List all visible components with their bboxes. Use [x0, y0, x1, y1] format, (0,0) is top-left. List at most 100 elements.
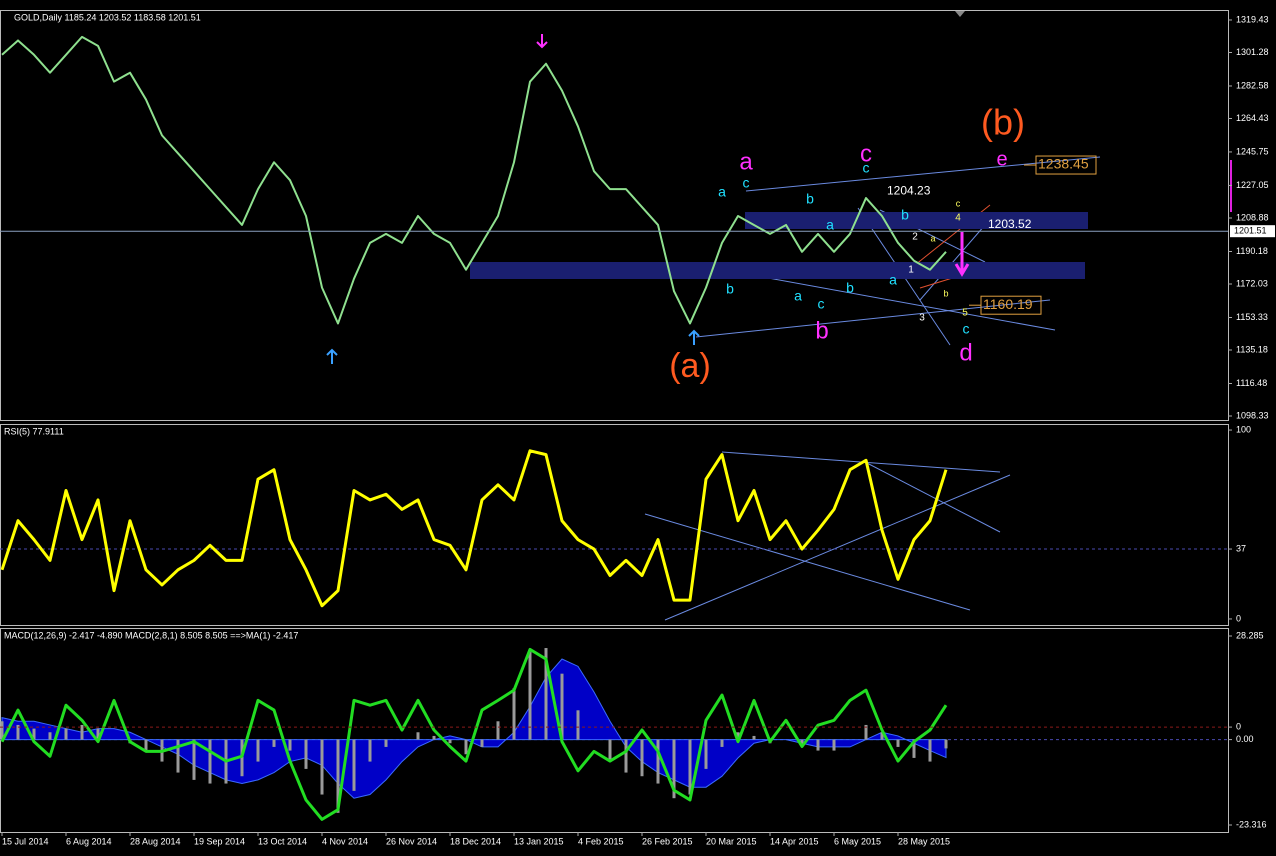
y-tick-label: 1227.05 — [1236, 180, 1269, 190]
histogram-bar — [624, 739, 628, 773]
wave-label: b — [726, 281, 734, 297]
y-tick-label: 1190.18 — [1236, 246, 1268, 256]
wave-label: (b) — [981, 102, 1025, 143]
wave-label: b — [815, 317, 828, 344]
x-tick-label: 28 Aug 2014 — [130, 836, 181, 846]
histogram-bar — [336, 739, 340, 813]
histogram-bar — [16, 724, 20, 740]
y-tick-label: 1301.28 — [1236, 47, 1269, 57]
y-tick-label: 1264.43 — [1236, 113, 1269, 123]
wave-label: 5 — [962, 308, 968, 319]
shift-marker — [955, 11, 965, 17]
panel-title: MACD(12,26,9) -2.417 -4.890 MACD(2,8,1) … — [4, 630, 298, 640]
zone — [470, 262, 1085, 279]
x-tick-label: 19 Sep 2014 — [194, 836, 245, 846]
histogram-bar — [640, 739, 644, 777]
histogram-bar — [384, 739, 388, 747]
histogram-bar — [256, 739, 260, 762]
y-tick-label: 1282.58 — [1236, 80, 1269, 90]
histogram-bar — [704, 739, 708, 769]
histogram-bar — [752, 735, 756, 740]
y-tick-label: 0 — [1236, 721, 1241, 731]
y-tick-label: 0 — [1236, 613, 1241, 623]
panel-title: GOLD,Daily 1185.24 1203.52 1183.58 1201.… — [14, 12, 201, 22]
wave-label: a — [739, 148, 753, 175]
histogram-bar — [496, 721, 500, 740]
arrows — [326, 34, 970, 364]
histogram-bar — [864, 724, 868, 740]
wave-label: d — [959, 339, 972, 366]
y-tick-label: 1172.03 — [1236, 278, 1268, 288]
price-panel — [0, 10, 1229, 421]
y-tick-label: 1208.88 — [1236, 212, 1269, 222]
histogram-bar — [64, 728, 68, 740]
histogram-bar — [800, 739, 804, 747]
y-tick-label: 1245.75 — [1236, 146, 1269, 156]
wave-label: b — [901, 207, 909, 223]
histogram-bar — [736, 732, 740, 740]
histogram-bar — [688, 739, 692, 795]
price-label: 1160.19 — [983, 296, 1033, 312]
wave-label: c — [860, 140, 872, 167]
x-tick-label: 14 Apr 2015 — [770, 836, 819, 846]
wave-label: e — [996, 148, 1007, 170]
wave-label: a — [794, 288, 802, 304]
histogram-bar — [560, 673, 564, 740]
wave-label: a — [718, 184, 726, 200]
current-price-label: 1201.51 — [1234, 226, 1267, 236]
wave-label: 3 — [919, 313, 925, 324]
histogram-bar — [288, 739, 292, 751]
x-tick-label: 15 Jul 2014 — [2, 836, 49, 846]
histogram-bar — [512, 688, 516, 740]
histogram-bar — [528, 651, 532, 740]
histogram-bar — [672, 739, 676, 799]
line — [0, 449, 948, 608]
wave-label: (a) — [669, 347, 711, 385]
histogram-bar — [432, 735, 436, 740]
histogram-bar — [320, 739, 324, 795]
wave-label: c — [956, 198, 961, 208]
histogram-bar — [144, 739, 148, 751]
histogram-bar — [272, 739, 276, 747]
y-tick-label: 0.00 — [1236, 734, 1254, 744]
x-tick-label: 4 Nov 2014 — [322, 836, 368, 846]
histogram-bar — [912, 739, 916, 758]
x-tick-label: 26 Feb 2015 — [642, 836, 693, 846]
histogram-bar — [896, 739, 900, 747]
x-tick-label: 20 Mar 2015 — [706, 836, 757, 846]
y-tick-label: 37 — [1236, 543, 1246, 553]
price-label: 1238.45 — [1038, 156, 1089, 172]
wave-label: 4 — [955, 213, 961, 224]
wave-label: a — [889, 272, 897, 288]
histogram-bar — [240, 739, 244, 777]
y-tick-label: 1135.18 — [1236, 344, 1268, 354]
histogram-bar — [448, 739, 452, 744]
price-label: 1204.23 — [887, 183, 931, 197]
histogram-bar — [96, 728, 100, 740]
wave-label: c — [818, 296, 825, 312]
histogram-bar — [464, 739, 468, 755]
histogram-bar — [832, 739, 836, 751]
histogram-bar — [880, 732, 884, 740]
histogram-bar — [352, 739, 356, 791]
y-tick-label: 1098.33 — [1236, 410, 1269, 420]
histogram-bar — [416, 732, 420, 740]
wave-label: c — [963, 321, 970, 337]
y-tick-label: 1116.48 — [1236, 378, 1267, 388]
histogram-bar — [192, 739, 196, 780]
histogram-bar — [720, 739, 724, 747]
wave-label: a — [826, 217, 834, 233]
histogram-bar — [608, 739, 612, 762]
x-tick-label: 18 Dec 2014 — [450, 836, 501, 846]
y-tick-label: 1153.33 — [1236, 312, 1268, 322]
histogram-bar — [176, 739, 180, 773]
wave-label: 1 — [908, 265, 914, 276]
panel-title: RSI(5) 77.9111 — [4, 426, 64, 436]
histogram-bar — [480, 739, 484, 747]
histogram-bar — [208, 739, 212, 784]
histogram-bar — [48, 732, 52, 740]
x-tick-label: 6 May 2015 — [834, 836, 881, 846]
histogram-bar — [928, 739, 932, 762]
